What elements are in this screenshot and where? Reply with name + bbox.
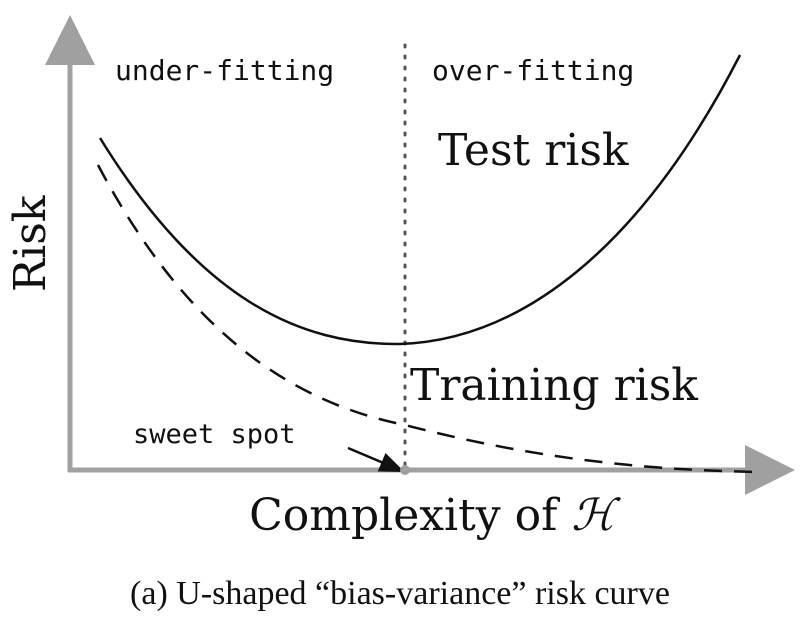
test-risk-curve (98, 54, 742, 346)
over-fitting-label: over-fitting (432, 54, 634, 87)
figure-caption: (a) U-shaped “bias-variance” risk curve (130, 575, 670, 612)
y-axis-label: Risk (5, 195, 56, 292)
training-risk-label: Training risk (410, 360, 698, 411)
test-risk-label: Test risk (438, 125, 629, 176)
x-axis-label: Complexity of ℋ (249, 490, 621, 541)
sweet-spot-label: sweet spot (133, 419, 296, 450)
hypothesis-class-symbol: ℋ (571, 490, 621, 541)
sweet-spot-arrow (347, 446, 405, 472)
under-fitting-label: under-fitting (115, 54, 334, 87)
sweet-spot-point (400, 465, 410, 475)
x-axis-label-text: Complexity of (249, 490, 571, 541)
